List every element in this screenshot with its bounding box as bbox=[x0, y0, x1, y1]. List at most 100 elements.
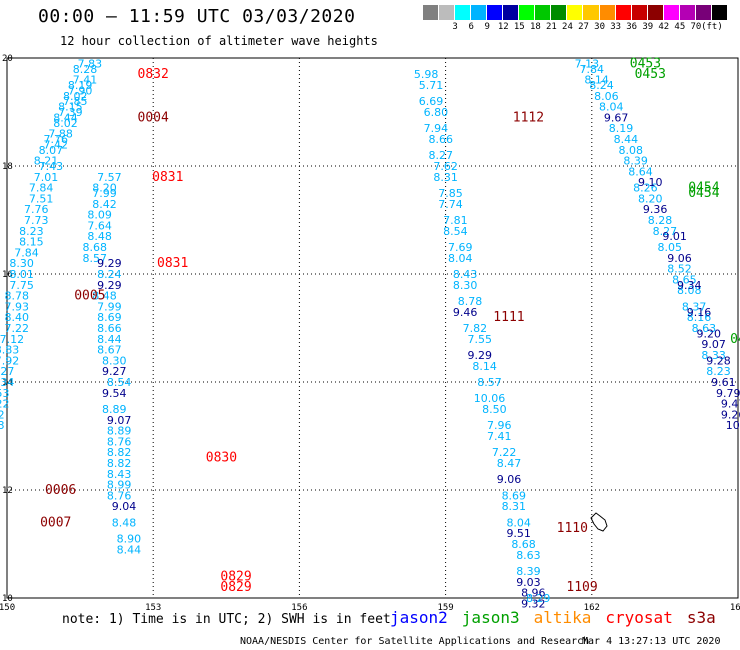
wave-height-label: 8.68 bbox=[511, 538, 536, 551]
wave-height-label: 8.69 bbox=[97, 311, 122, 324]
wave-height-label: 7.13 bbox=[575, 57, 600, 70]
wave-height-label: 8.08 bbox=[619, 144, 644, 157]
wave-height-label: 9.06 bbox=[497, 473, 522, 486]
legend-item: altika bbox=[533, 608, 592, 627]
x-tick-label: 162 bbox=[584, 603, 600, 613]
color-scale-label: 39 bbox=[642, 22, 654, 32]
wave-height-label: 8.99 bbox=[107, 479, 132, 492]
y-tick-label: 16 bbox=[2, 270, 13, 280]
wave-height-label: 8.57 bbox=[477, 376, 502, 389]
color-scale-label: 33 bbox=[610, 22, 622, 32]
wave-height-label: 9.16 bbox=[687, 306, 712, 319]
wave-height-label: 9.67 bbox=[604, 111, 629, 124]
color-swatch bbox=[647, 5, 664, 20]
wave-height-label: 7.27 bbox=[0, 365, 14, 378]
legend-item: jason3 bbox=[461, 608, 520, 627]
wave-height-label: 8.19 bbox=[609, 122, 634, 135]
color-swatch bbox=[423, 5, 440, 20]
wave-height-label: 8.02 bbox=[53, 117, 78, 130]
wave-height-label: 7.75 bbox=[9, 279, 34, 292]
wave-height-label: 9.06 bbox=[667, 252, 692, 265]
x-tick-label: 165 bbox=[730, 603, 740, 613]
wave-height-label: 9.29 bbox=[467, 349, 492, 362]
pass-time-label: 1111 bbox=[493, 310, 524, 325]
wave-height-label: 9.54 bbox=[102, 387, 127, 400]
wave-height-label: 7.57 bbox=[97, 171, 122, 184]
wave-height-label: 8.52 bbox=[667, 263, 692, 276]
wave-height-label: 8.23 bbox=[706, 365, 731, 378]
x-tick-label: 156 bbox=[291, 603, 307, 613]
wave-height-label: 8.48 bbox=[112, 516, 137, 529]
color-scale-bar bbox=[423, 5, 728, 20]
wave-height-label: 8.63 bbox=[516, 549, 541, 562]
wave-height-label: 8.83 bbox=[0, 344, 19, 357]
wave-height-label: 8.33 bbox=[701, 349, 726, 362]
color-swatch bbox=[711, 5, 728, 20]
wave-height-label: 8.24 bbox=[589, 79, 614, 92]
wave-height-label: 7.76 bbox=[24, 203, 49, 216]
wave-height-label: 7.01 bbox=[34, 171, 59, 184]
color-scale-label: 9 bbox=[484, 22, 490, 32]
wave-height-label: 8.04 bbox=[506, 516, 531, 529]
y-tick-label: 14 bbox=[2, 378, 13, 388]
wave-height-label: 7.22 bbox=[4, 322, 29, 335]
wave-height-label: 8.30 bbox=[453, 279, 478, 292]
y-tick-label: 20 bbox=[2, 54, 13, 64]
wave-height-label: 8.82 bbox=[107, 446, 132, 459]
color-scale-label: 24 bbox=[562, 22, 573, 32]
color-scale-labels: 3 6 9 12 15 18 21 24 27 30 33 36 39 42 45 70 (ft) bbox=[423, 22, 733, 34]
plot-frame bbox=[6, 57, 739, 599]
wave-height-label: 7.96 bbox=[487, 419, 512, 432]
chart-subtitle: 12 hour collection of altimeter wave hei… bbox=[60, 34, 378, 48]
pass-time-label: 0006 bbox=[45, 483, 76, 498]
wave-height-label: 5.71 bbox=[419, 79, 444, 92]
color-swatch bbox=[519, 5, 536, 20]
wave-height-label: 8.06 bbox=[594, 90, 619, 103]
wave-height-label: 8.31 bbox=[433, 171, 458, 184]
wave-height-label: 8.82 bbox=[107, 457, 132, 470]
color-scale-label: 3 bbox=[452, 22, 458, 32]
color-swatch bbox=[471, 5, 488, 20]
color-swatch bbox=[439, 5, 456, 20]
wave-height-label: 7.99 bbox=[97, 300, 122, 313]
wave-height-label: 8.24 bbox=[97, 268, 122, 281]
wave-height-label: 9.34 bbox=[677, 279, 702, 292]
wave-height-label: 7.90 bbox=[68, 84, 93, 97]
color-scale-label: 36 bbox=[626, 22, 638, 32]
wave-height-label: 7.39 bbox=[58, 106, 83, 119]
color-scale-label: (ft) bbox=[701, 22, 723, 32]
color-swatch bbox=[567, 5, 584, 20]
y-tick-label: 12 bbox=[2, 486, 13, 496]
wave-height-label: 8.32 bbox=[0, 408, 5, 421]
pass-time-label: 0004 bbox=[138, 110, 169, 125]
wave-height-label: 8.21 bbox=[34, 155, 59, 168]
wave-height-label: 7.85 bbox=[438, 187, 463, 200]
wave-height-label: 7.83 bbox=[0, 419, 5, 432]
pass-time-label: 0830 bbox=[206, 451, 237, 466]
wave-height-label: 7.84 bbox=[580, 63, 605, 76]
data-labels: 7.838.287.418.197.908.027.858.157.398.44… bbox=[0, 57, 740, 610]
wave-height-label: 8.44 bbox=[53, 111, 78, 124]
wave-height-label: 8.42 bbox=[92, 198, 117, 211]
wave-height-label: 8.05 bbox=[658, 241, 683, 254]
color-swatch bbox=[695, 5, 712, 20]
color-swatch bbox=[535, 5, 552, 20]
wave-height-label: 8.66 bbox=[97, 322, 122, 335]
color-swatch bbox=[455, 5, 472, 20]
wave-height-label: 8.28 bbox=[73, 63, 98, 76]
wave-height-label: 8.48 bbox=[87, 230, 112, 243]
wave-height-label: 7.83 bbox=[78, 57, 103, 70]
wave-height-label: 7.62 bbox=[433, 160, 458, 173]
pass-time-label: 0005 bbox=[74, 289, 105, 304]
wave-height-label: 7.76 bbox=[43, 133, 68, 146]
wave-height-label: 8.04 bbox=[599, 101, 624, 114]
pass-time-labels: 0832 0004 0831 0831 0005 0830 0006 0007 08290829… bbox=[40, 56, 740, 595]
axis-ticks: 150 153 156 159 162 165 10 12 14 16 18 20 bbox=[0, 54, 740, 613]
wave-height-label: 9.27 bbox=[102, 365, 127, 378]
wave-height-label: 8.01 bbox=[9, 268, 34, 281]
wave-height-label: 9.29 bbox=[97, 279, 122, 292]
pass-time-label: 0453 bbox=[630, 56, 661, 71]
wave-height-label: 7.92 bbox=[0, 354, 19, 367]
wave-height-label: 7.22 bbox=[492, 446, 517, 459]
color-swatch bbox=[631, 5, 648, 20]
